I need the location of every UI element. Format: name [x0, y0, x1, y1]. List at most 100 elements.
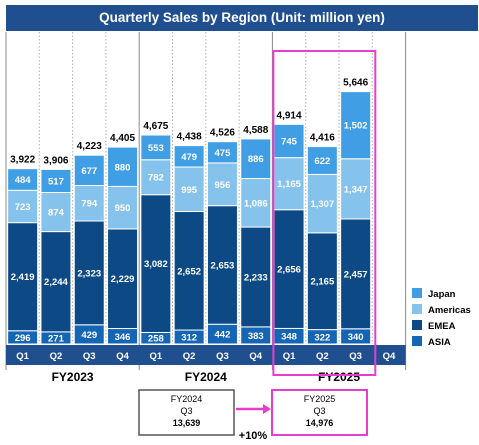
- bar-segment: [273, 209, 305, 329]
- fiscal-year-label: FY2025: [318, 370, 360, 384]
- bar-segment: [140, 159, 172, 196]
- total-label: 4,223: [77, 141, 102, 152]
- data-label: 745: [281, 136, 298, 147]
- bar-segment: [107, 228, 139, 330]
- bar-segment: [40, 192, 72, 233]
- legend-label: Japan: [428, 289, 456, 300]
- data-label: 258: [148, 334, 164, 345]
- category-tick-label: Q3: [349, 351, 362, 362]
- data-label: 995: [181, 185, 198, 196]
- fiscal-year-label: FY2024: [185, 370, 227, 384]
- data-label: 429: [81, 330, 97, 341]
- bar-segment: [7, 222, 39, 332]
- data-label: 296: [15, 333, 31, 344]
- data-label: 874: [48, 208, 65, 219]
- total-label: 4,526: [210, 128, 235, 139]
- bar-segment: [73, 220, 105, 326]
- data-label: 442: [215, 330, 231, 341]
- bar-segment: [340, 91, 372, 160]
- category-tick-label: Q4: [383, 351, 396, 362]
- data-label: 782: [148, 173, 164, 184]
- data-label: 553: [148, 143, 164, 154]
- bar-segment: [206, 205, 238, 325]
- data-label: 2,244: [44, 277, 68, 288]
- legend-label: ASIA: [428, 337, 451, 348]
- category-tick-label: Q1: [283, 351, 296, 362]
- data-label: 1,347: [344, 184, 368, 195]
- legend-swatch: [412, 304, 422, 314]
- highlight-box: [272, 50, 377, 376]
- data-label: 340: [348, 332, 364, 343]
- comparison-box-fy2025: [271, 389, 368, 436]
- comparison-text: Q3: [180, 406, 192, 416]
- bar-segment: [306, 173, 338, 234]
- bar-segment: [173, 166, 205, 213]
- bar-segment: [306, 232, 338, 331]
- comparison-text: Q3: [313, 406, 325, 416]
- bar-segment: [7, 168, 39, 191]
- data-label: 622: [314, 156, 330, 167]
- total-label: 4,914: [277, 110, 302, 121]
- data-label: 2,656: [277, 265, 301, 276]
- bar-segment: [40, 231, 72, 333]
- data-label: 1,165: [277, 179, 301, 190]
- bar-segment: [306, 146, 338, 175]
- data-label: 2,233: [244, 272, 268, 283]
- comparison-box-fy2024: [138, 389, 235, 436]
- data-label: 517: [48, 176, 64, 187]
- category-tick-label: Q4: [116, 351, 129, 362]
- data-label: 880: [115, 162, 131, 173]
- data-label: 1,307: [310, 199, 334, 210]
- data-label: 475: [215, 148, 232, 159]
- data-label: 271: [48, 333, 65, 344]
- chart-title: Quarterly Sales by Region (Unit: million…: [6, 5, 478, 31]
- bar-segment: [173, 211, 205, 331]
- total-label: 4,588: [243, 125, 268, 136]
- bar-segment: [240, 226, 272, 328]
- data-label: 2,457: [344, 269, 368, 280]
- total-label: 3,922: [10, 155, 35, 166]
- data-label: 1,086: [244, 198, 268, 209]
- legend-label: Americas: [428, 305, 471, 316]
- bar-segment: [173, 145, 205, 168]
- comparison-text: 14,976: [306, 418, 334, 428]
- comparison-text: FY2024: [171, 394, 203, 404]
- comparison-change-label: +10%: [239, 430, 268, 442]
- bar-segment: [40, 168, 72, 194]
- data-label: 383: [248, 331, 264, 342]
- data-label: 322: [314, 332, 330, 343]
- comparison-arrow-head: [263, 404, 271, 414]
- bar-segment: [107, 146, 139, 187]
- category-tick-label: Q3: [83, 351, 96, 362]
- data-label: 2,419: [11, 272, 35, 283]
- data-label: 794: [81, 199, 98, 210]
- total-label: 4,416: [310, 133, 335, 144]
- category-tick-label: Q1: [150, 351, 163, 362]
- bar-segment: [140, 194, 172, 333]
- bar-segment: [340, 218, 372, 330]
- comparison-text: FY2025: [304, 394, 336, 404]
- bar-segment: [240, 138, 272, 180]
- data-label: 677: [81, 166, 97, 177]
- data-label: 2,652: [177, 266, 201, 277]
- total-label: 5,646: [343, 78, 368, 89]
- bar-segment: [340, 158, 372, 220]
- data-label: 2,229: [111, 274, 135, 285]
- category-tick-label: Q2: [50, 351, 63, 362]
- total-label: 4,675: [143, 121, 168, 132]
- comparison-text: 13,639: [173, 418, 201, 428]
- total-label: 4,438: [177, 132, 202, 143]
- category-tick-label: Q3: [216, 351, 229, 362]
- legend-swatch: [412, 288, 422, 298]
- category-tick-label: Q4: [249, 351, 262, 362]
- legend-swatch: [412, 320, 422, 330]
- legend-label: EMEA: [428, 321, 456, 332]
- legend-swatch: [412, 336, 422, 346]
- data-label: 723: [15, 202, 31, 213]
- data-label: 312: [181, 333, 197, 344]
- data-label: 1,502: [344, 121, 368, 132]
- data-label: 3,082: [144, 259, 168, 270]
- data-label: 956: [215, 180, 231, 191]
- data-label: 479: [181, 152, 197, 163]
